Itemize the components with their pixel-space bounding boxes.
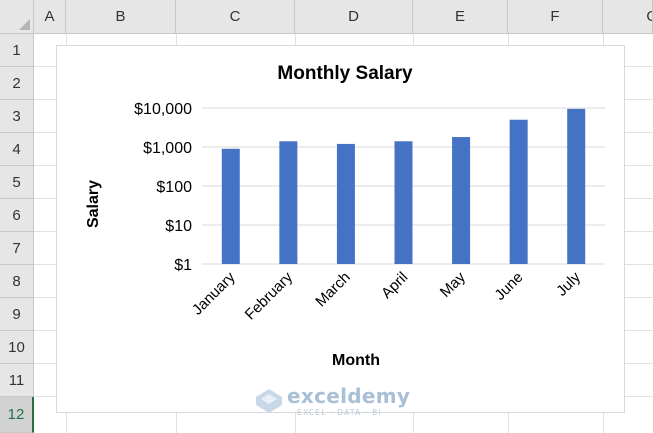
bar-february[interactable] <box>279 141 298 264</box>
x-axis-title: Month <box>332 352 380 369</box>
chart-bars <box>221 108 586 264</box>
column-header-d[interactable]: D <box>295 0 413 34</box>
row-header-8[interactable]: 8 <box>0 265 34 298</box>
chart-area[interactable]: Monthly Salary Salary Month $1 $10 $100 $1,… <box>56 45 625 413</box>
x-tick-label: April <box>378 269 411 302</box>
bar-january[interactable] <box>221 148 240 264</box>
bar-july[interactable] <box>567 108 586 264</box>
y-tick-label: $10,000 <box>134 101 192 118</box>
x-tick-label: July <box>553 268 584 299</box>
row-header-7[interactable]: 7 <box>0 232 34 265</box>
y-axis-title: Salary <box>85 180 102 228</box>
y-tick-label: $10 <box>165 218 192 235</box>
x-tick-label: June <box>491 269 526 304</box>
bar-june[interactable] <box>509 119 528 264</box>
y-tick-label: $1 <box>174 257 192 274</box>
bar-april[interactable] <box>394 141 413 264</box>
x-tick-label: May <box>437 268 469 300</box>
watermark-name: exceldemy <box>287 384 411 408</box>
row-header-1[interactable]: 1 <box>0 34 34 67</box>
select-all-triangle-icon <box>19 19 30 30</box>
select-all-button[interactable] <box>0 0 34 34</box>
column-header-a[interactable]: A <box>34 0 66 34</box>
watermark: exceldemy EXCEL · DATA · BI <box>253 384 410 418</box>
row-header-4[interactable]: 4 <box>0 133 34 166</box>
row-header-3[interactable]: 3 <box>0 100 34 133</box>
column-header-c[interactable]: C <box>176 0 295 34</box>
column-header-b[interactable]: B <box>66 0 176 34</box>
y-tick-label: $1,000 <box>143 140 192 157</box>
y-tick-label: $100 <box>156 179 192 196</box>
chart-title: Monthly Salary <box>277 63 413 84</box>
row-header-11[interactable]: 11 <box>0 364 34 397</box>
row-header-12[interactable]: 12 <box>0 397 34 433</box>
row-header-9[interactable]: 9 <box>0 298 34 331</box>
column-header-e[interactable]: E <box>413 0 508 34</box>
x-tick-label: February <box>242 268 297 323</box>
x-tick-label: March <box>312 269 353 310</box>
x-axis-ticks: January February March April May June July <box>189 268 585 323</box>
watermark-tagline: EXCEL · DATA · BI <box>297 408 382 417</box>
bar-march[interactable] <box>336 143 355 264</box>
column-header-g-label: G <box>646 8 652 25</box>
column-header-g[interactable]: G <box>603 0 653 34</box>
row-header-5[interactable]: 5 <box>0 166 34 199</box>
exceldemy-logo-icon <box>256 389 282 413</box>
column-header-f[interactable]: F <box>508 0 603 34</box>
y-axis-ticks: $1 $10 $100 $1,000 $10,000 <box>134 101 192 274</box>
row-header-6[interactable]: 6 <box>0 199 34 232</box>
row-header-2[interactable]: 2 <box>0 67 34 100</box>
bar-may[interactable] <box>452 137 471 264</box>
x-tick-label: January <box>189 268 239 318</box>
chart-svg: Monthly Salary Salary Month $1 $10 $100 $1,… <box>85 63 605 369</box>
row-header-10[interactable]: 10 <box>0 331 34 364</box>
